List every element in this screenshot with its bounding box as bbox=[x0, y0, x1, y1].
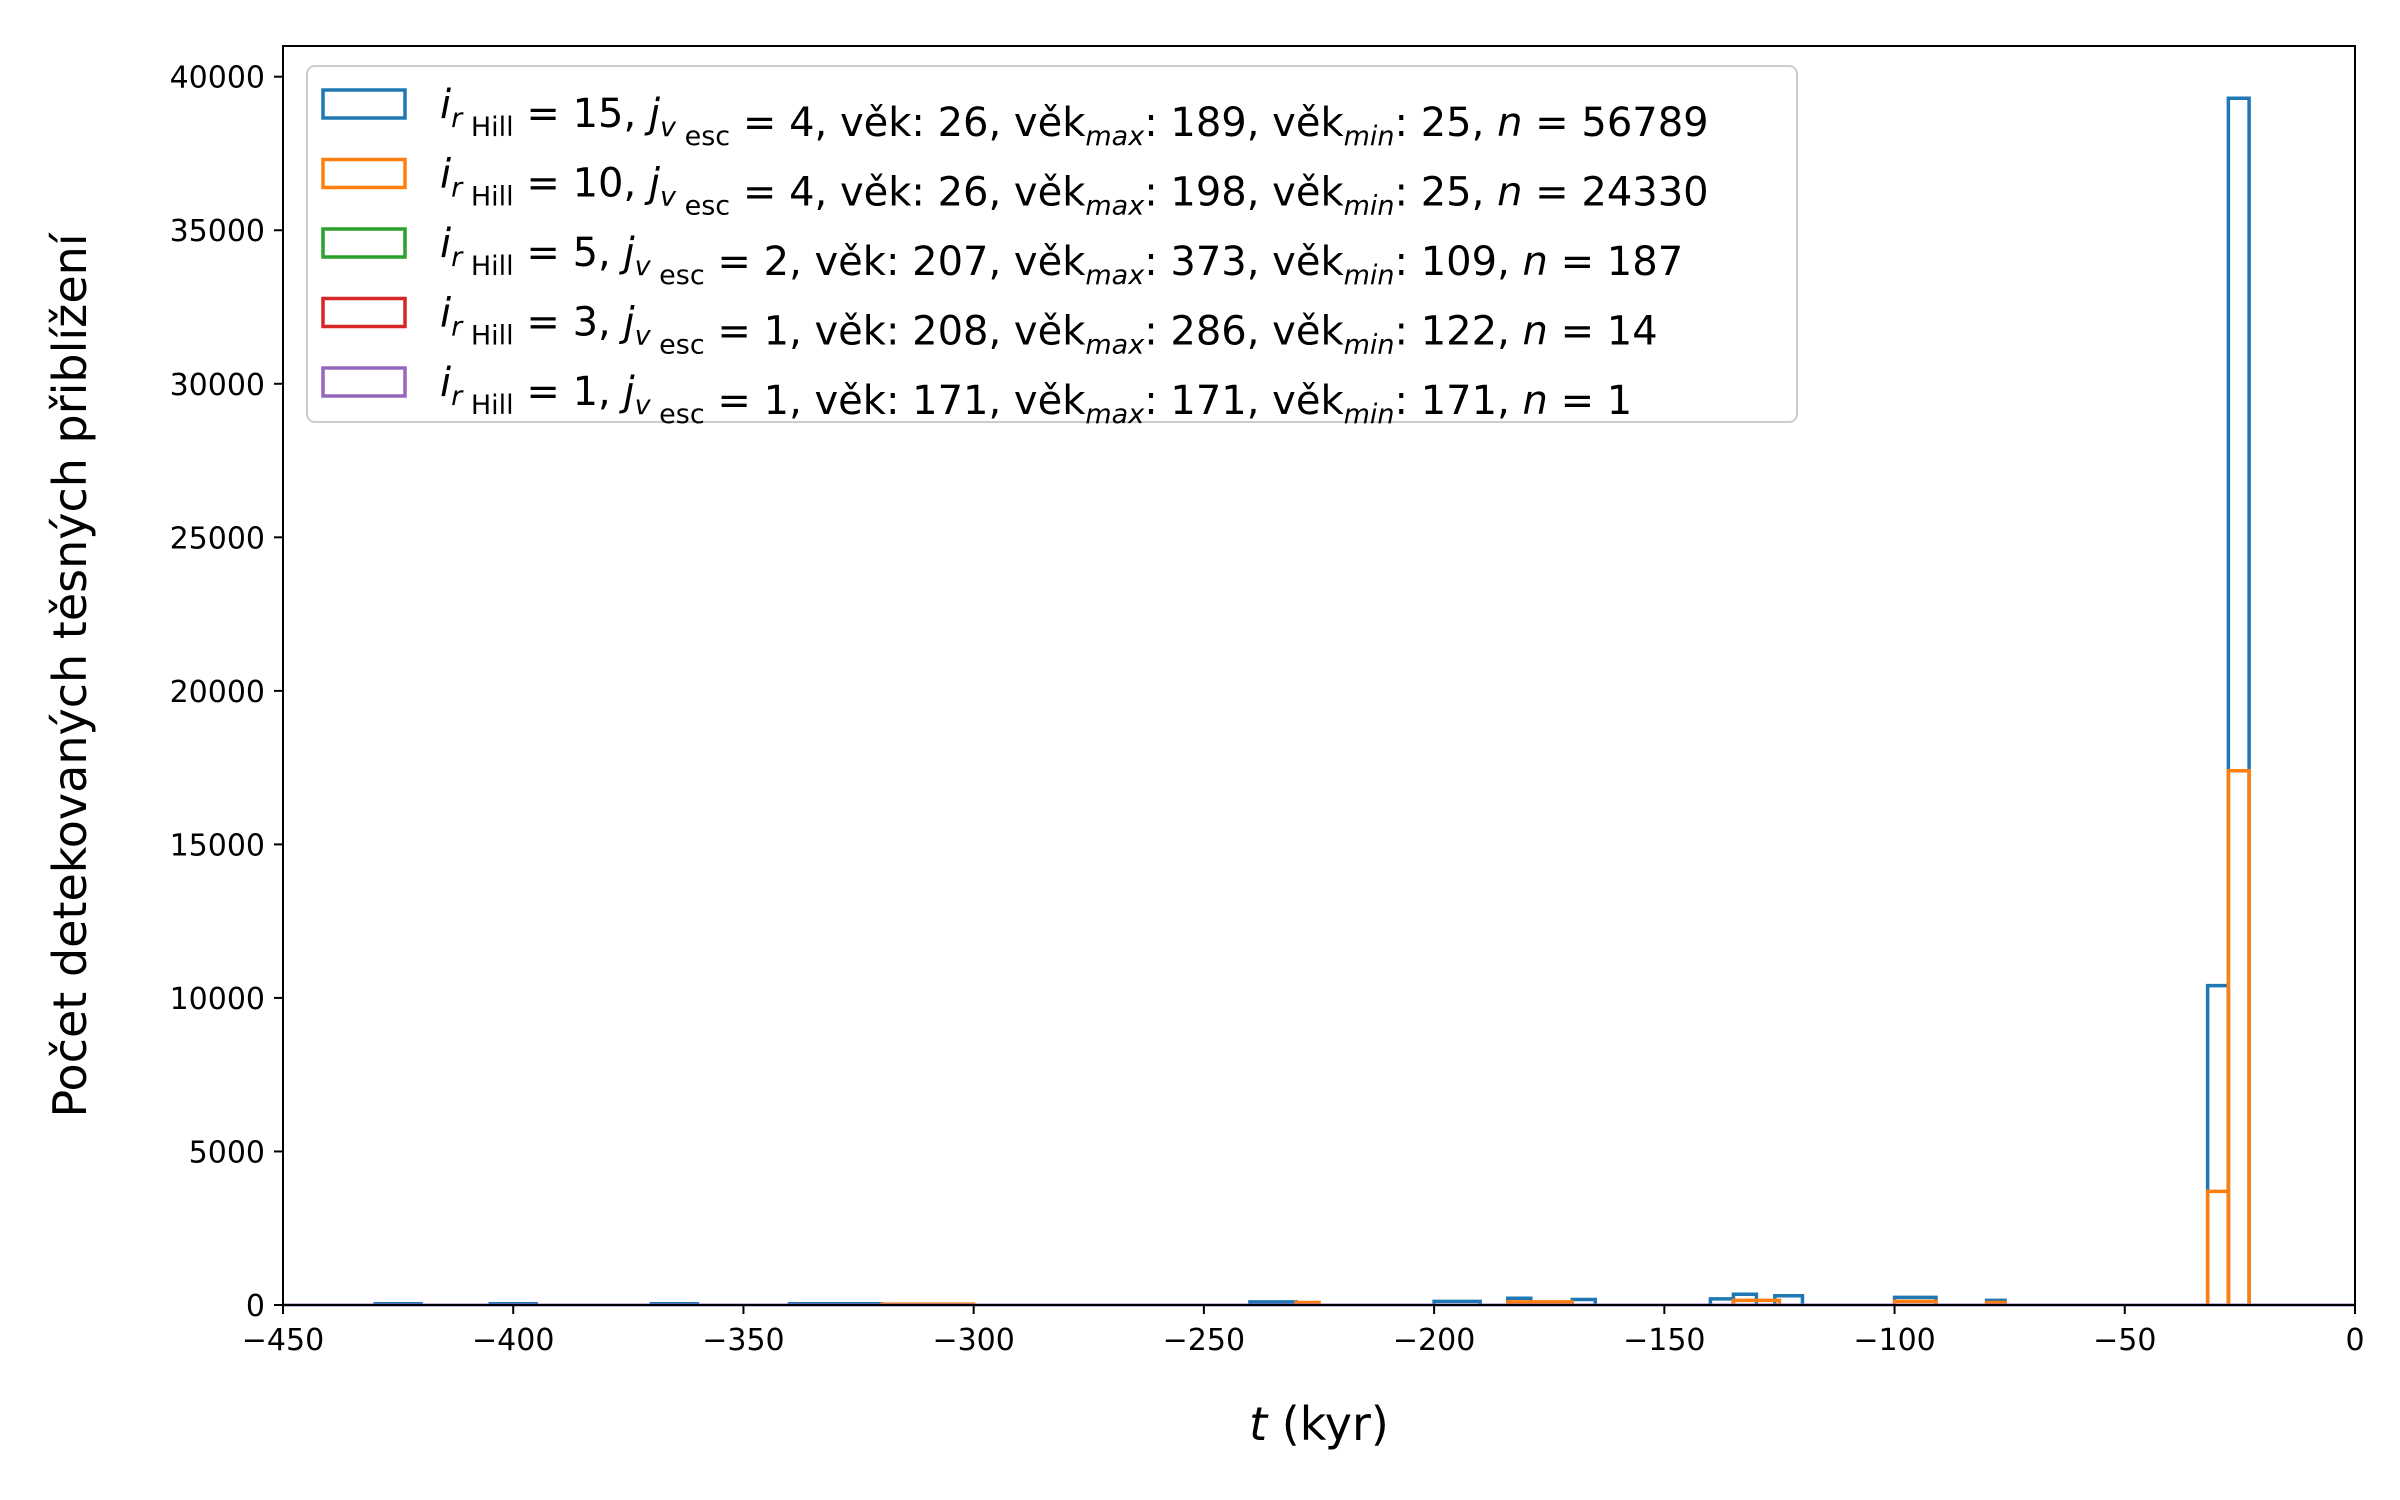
legend-swatch bbox=[321, 227, 407, 259]
y-tick-label: 0 bbox=[246, 1289, 265, 1324]
legend-entry: ir Hill = 15, jv esc = 4, věk: 26, věkma… bbox=[321, 82, 1709, 152]
histogram-bin bbox=[1731, 1298, 1782, 1305]
x-axis-unit: (kyr) bbox=[1267, 1397, 1389, 1451]
x-axis-symbol: t bbox=[1249, 1397, 1269, 1451]
y-tick-label: 15000 bbox=[170, 828, 265, 863]
legend-swatch bbox=[321, 88, 407, 120]
x-tick-label: −100 bbox=[1853, 1323, 1935, 1358]
x-tick-label: −300 bbox=[932, 1323, 1014, 1358]
legend-label: ir Hill = 10, jv esc = 4, věk: 26, věkma… bbox=[440, 152, 1709, 222]
y-tick-label: 35000 bbox=[170, 214, 265, 249]
legend-label: ir Hill = 1, jv esc = 1, věk: 171, věkma… bbox=[440, 360, 1632, 430]
y-tick-label: 25000 bbox=[170, 521, 265, 556]
histogram-bin bbox=[1506, 1300, 1574, 1305]
x-tick-label: 0 bbox=[2345, 1323, 2364, 1358]
x-axis: −450 −400 −350 −300 −250 −200 −150 −100 −50 0 bbox=[242, 1305, 2365, 1358]
y-axis-label: Počet detekovaných těsných přiblížení bbox=[43, 232, 97, 1117]
legend-box bbox=[306, 65, 1798, 423]
x-tick-label: −450 bbox=[242, 1323, 324, 1358]
legend-label: ir Hill = 15, jv esc = 4, věk: 26, věkma… bbox=[440, 82, 1709, 152]
legend-entry: ir Hill = 3, jv esc = 1, věk: 208, věkma… bbox=[321, 291, 1658, 361]
x-tick-label: −50 bbox=[2093, 1323, 2156, 1358]
histogram-bin bbox=[1432, 1299, 1482, 1305]
legend-swatch bbox=[321, 157, 407, 190]
x-tick-label: −150 bbox=[1623, 1323, 1705, 1358]
legend-entry: ir Hill = 5, jv esc = 2, věk: 207, věkma… bbox=[321, 221, 1683, 291]
x-axis-label: t (kyr) bbox=[1249, 1397, 1389, 1451]
y-tick-label: 20000 bbox=[170, 675, 265, 710]
y-tick-label: 40000 bbox=[170, 61, 265, 96]
legend: ir Hill = 15, jv esc = 4, věk: 26, věkma… bbox=[306, 65, 1798, 430]
legend-entry: ir Hill = 10, jv esc = 4, věk: 26, věkma… bbox=[321, 152, 1709, 222]
x-tick-label: −250 bbox=[1163, 1323, 1245, 1358]
legend-label: ir Hill = 3, jv esc = 1, věk: 208, věkma… bbox=[440, 291, 1658, 361]
histogram-bin bbox=[2226, 96, 2251, 1305]
x-tick-label: −400 bbox=[472, 1323, 554, 1358]
axes-frame bbox=[282, 45, 2356, 1306]
y-tick-label: 10000 bbox=[170, 982, 265, 1017]
legend-entry: ir Hill = 1, jv esc = 1, věk: 171, věkma… bbox=[321, 360, 1632, 430]
legend-swatch bbox=[321, 366, 407, 398]
y-tick-label: 30000 bbox=[170, 368, 265, 403]
histogram-bin bbox=[2226, 768, 2251, 1305]
y-axis: 0 5000 10000 15000 20000 25000 30000 35000 40000 bbox=[170, 61, 283, 1324]
legend-label: ir Hill = 5, jv esc = 2, věk: 207, věkma… bbox=[440, 221, 1683, 291]
x-tick-label: −200 bbox=[1393, 1323, 1475, 1358]
legend-swatch bbox=[321, 296, 407, 329]
histogram-bin bbox=[1892, 1299, 1938, 1305]
y-tick-label: 5000 bbox=[189, 1135, 265, 1170]
x-tick-label: −350 bbox=[702, 1323, 784, 1358]
